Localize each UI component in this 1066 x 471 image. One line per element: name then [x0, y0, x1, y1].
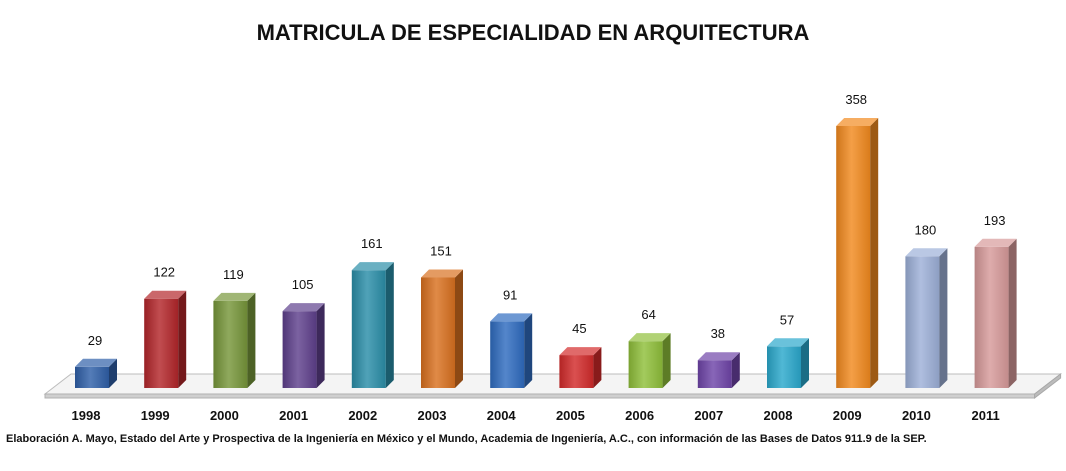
bar-side	[1008, 238, 1017, 388]
bar-2008	[767, 338, 809, 388]
bar-front	[351, 270, 386, 388]
data-label: 38	[711, 326, 725, 341]
bar-front	[559, 355, 594, 388]
x-tick-label: 2008	[764, 408, 793, 423]
x-tick-label: 2010	[902, 408, 931, 423]
bar-front	[213, 300, 248, 388]
x-tick-label: 2009	[833, 408, 862, 423]
bar-front	[75, 366, 109, 388]
bar-top	[421, 269, 463, 278]
bar-top	[628, 333, 671, 342]
x-tick-label: 2001	[279, 408, 308, 423]
bar-2001	[282, 303, 325, 388]
bar-1999	[144, 290, 187, 388]
bar-2005	[559, 347, 602, 388]
bar-front	[974, 246, 1009, 388]
bar-front	[421, 277, 455, 388]
bar-front	[767, 346, 801, 388]
data-label: 193	[984, 213, 1006, 228]
x-tick-label: 2003	[418, 408, 447, 423]
source-note: Elaboración A. Mayo, Estado del Arte y P…	[6, 433, 927, 445]
data-label: 151	[430, 243, 452, 258]
bar-2003	[421, 269, 463, 388]
bar-side	[316, 303, 325, 388]
bar-top	[836, 118, 879, 126]
data-label: 64	[641, 307, 655, 322]
bar-top	[767, 338, 809, 347]
bar-side	[385, 262, 394, 388]
data-labels-group: 29 122 119 105 161 151 91 45 64 38 57 358 180 193	[88, 92, 1006, 348]
bar-2004	[490, 313, 533, 388]
data-label: 91	[503, 287, 517, 302]
x-tick-label: 2007	[694, 408, 723, 423]
bar-top	[697, 352, 740, 361]
bar-2011	[974, 238, 1017, 388]
bar-2000	[213, 292, 256, 388]
x-tick-label: 1999	[141, 408, 170, 423]
bar-top	[490, 313, 533, 322]
data-label: 57	[780, 312, 794, 327]
bar-2010	[905, 248, 948, 388]
x-tick-label: 2002	[348, 408, 377, 423]
data-label: 29	[88, 333, 102, 348]
bar-2002	[351, 262, 394, 388]
bar-side	[939, 248, 948, 388]
bar-front	[490, 321, 525, 388]
bar-side	[731, 352, 740, 388]
bar-2006	[628, 333, 671, 388]
bar-front	[905, 256, 940, 388]
bar-front	[697, 360, 732, 388]
bar-front	[836, 126, 871, 388]
bar-side	[801, 338, 809, 388]
x-tick-label: 2004	[487, 408, 517, 423]
bar-side	[109, 358, 117, 388]
x-tick-label: 2000	[210, 408, 239, 423]
data-label: 119	[223, 267, 244, 282]
chart-title: MATRICULA DE ESPECIALIDAD EN ARQUITECTUR…	[256, 20, 810, 45]
floor-side	[1034, 372, 1062, 400]
bar-top	[905, 248, 948, 257]
x-tick-label: 1998	[72, 408, 101, 423]
bar-side	[662, 333, 671, 388]
bar-top	[213, 292, 256, 301]
bar-side	[870, 118, 879, 388]
bar-side	[524, 313, 533, 388]
x-tick-label: 2006	[625, 408, 654, 423]
bar-side	[455, 269, 463, 388]
bar-2007	[697, 352, 740, 388]
bar-side	[178, 290, 187, 388]
data-label: 122	[153, 265, 175, 280]
data-label: 45	[572, 321, 586, 336]
bar-top	[282, 303, 325, 312]
bar-front	[144, 298, 179, 388]
data-label: 358	[845, 92, 867, 107]
x-tick-labels-group: 1998 1999 2000 2001 2002 2003 2004 2005 2006 2007…	[72, 408, 1000, 423]
data-label: 105	[292, 277, 314, 292]
x-tick-label: 2005	[556, 408, 585, 423]
bar-side	[247, 292, 256, 388]
x-tick-label: 2011	[971, 408, 999, 423]
data-label: 180	[915, 222, 937, 237]
bar-front	[628, 341, 663, 388]
bar-top	[559, 347, 602, 356]
floor-front	[44, 393, 1036, 399]
bar-top	[75, 358, 117, 367]
data-label: 161	[361, 236, 383, 251]
bar-top	[144, 290, 187, 299]
bar-front	[282, 311, 317, 388]
bar-side	[593, 347, 602, 388]
bars-group	[75, 118, 1017, 388]
bar-top	[351, 262, 394, 271]
bar-2009	[836, 118, 879, 388]
bar-1998	[75, 358, 117, 388]
bar-top	[974, 238, 1017, 247]
